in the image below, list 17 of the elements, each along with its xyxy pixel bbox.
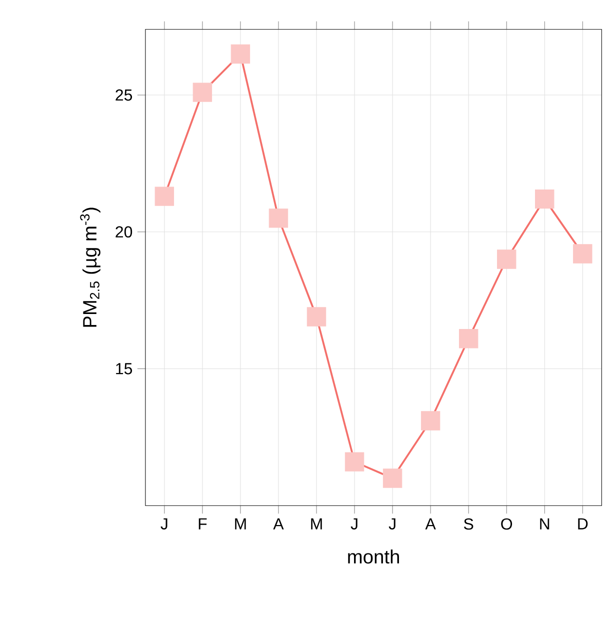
x-tick-label: O (500, 518, 512, 530)
x-tick-label: J (388, 518, 396, 530)
x-tick-label: A (425, 518, 436, 530)
y-tick-label: 20 (116, 226, 132, 238)
x-tick-label: M (234, 518, 246, 530)
x-tick-label: D (578, 518, 588, 530)
x-tick-label: J (160, 518, 168, 530)
x-tick-label: M (310, 518, 322, 530)
x-axis-title: month (348, 549, 399, 564)
x-tick-label: N (540, 518, 549, 530)
x-tick-label: S (464, 518, 474, 530)
x-tick-label: J (350, 518, 358, 530)
y-tick-label: 25 (116, 89, 132, 101)
x-tick-label: A (273, 518, 284, 530)
y-tick-label: 15 (116, 363, 132, 374)
x-tick-label: F (198, 518, 207, 530)
y-axis-title: PM$_{2.5}$ (µg m$^{-3}$) (80, 208, 100, 327)
